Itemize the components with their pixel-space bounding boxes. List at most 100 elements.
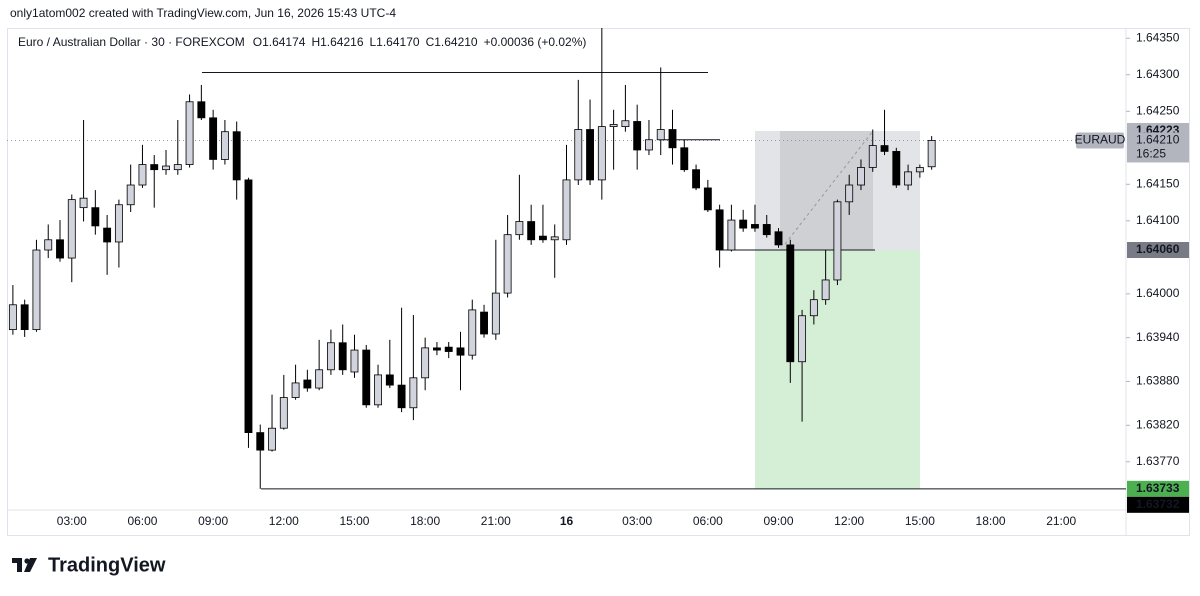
legend-high: H1.64216 <box>311 35 363 49</box>
candle-body <box>550 236 559 241</box>
candle-body <box>798 315 807 363</box>
candle-body <box>857 167 865 186</box>
x-tick-label: 09:00 <box>764 514 794 528</box>
price-badge <box>1127 242 1189 259</box>
candle-body <box>809 299 818 317</box>
price-badge <box>1127 480 1189 497</box>
candle-body <box>727 219 736 251</box>
candle-body <box>715 209 724 251</box>
candle-body <box>56 239 64 259</box>
candle-body <box>44 239 53 251</box>
candle-body <box>409 377 418 409</box>
candle-body <box>444 346 453 352</box>
y-tick-label: 1.64250 <box>1136 103 1180 117</box>
candle-body <box>833 201 842 281</box>
y-tick-label: 1.63940 <box>1136 330 1180 344</box>
legend-symbol: Euro / Australian Dollar · 30 · FOREXCOM <box>18 35 245 49</box>
candle-body <box>126 184 135 206</box>
candle-body <box>703 187 712 211</box>
candle-body <box>220 131 229 160</box>
brand-logo <box>12 558 37 572</box>
price-badge-label: 1.63732 <box>1136 497 1180 511</box>
attribution: only1atom002 created with TradingView.co… <box>10 6 396 20</box>
candle-body <box>527 221 536 241</box>
candle-body <box>762 224 771 236</box>
candle-body <box>491 292 500 335</box>
candle-body <box>268 427 276 451</box>
countdown-label: 16:25 <box>1136 147 1166 161</box>
candle-body <box>915 167 924 173</box>
candle-body <box>692 169 701 189</box>
candle-body <box>480 311 488 335</box>
candle-body <box>904 171 913 186</box>
candle-body <box>539 235 547 241</box>
candle-body <box>374 374 382 406</box>
y-tick-label: 1.64100 <box>1136 213 1180 227</box>
x-tick-label: 16 <box>560 514 574 528</box>
last-price-badge <box>1127 132 1189 163</box>
x-tick-label: 12:00 <box>834 514 864 528</box>
logo-mark <box>12 558 22 572</box>
x-tick-label: 21:00 <box>1046 514 1076 528</box>
candle-body <box>739 219 748 229</box>
candle-body <box>880 145 889 152</box>
y-tick-label: 1.63820 <box>1136 417 1180 431</box>
candle-body <box>656 129 665 141</box>
candle-body <box>162 165 170 171</box>
candle-body <box>597 126 606 181</box>
price-badge <box>1127 496 1189 513</box>
candle-body <box>774 231 783 246</box>
candle-body <box>150 164 159 171</box>
candle-body <box>256 432 265 451</box>
x-tick-label: 03:00 <box>57 514 87 528</box>
candle-body <box>609 124 618 127</box>
candle-body <box>291 382 300 398</box>
candle-body <box>197 101 206 119</box>
candle-body <box>668 129 677 149</box>
x-tick-label: 18:00 <box>410 514 440 528</box>
symbol-badge-label: EURAUD <box>1075 133 1126 147</box>
candle-body <box>91 207 100 227</box>
legend-change: +0.00036 (+0.02%) <box>484 35 587 49</box>
candle-body <box>338 342 347 371</box>
logo-mark <box>24 558 37 572</box>
y-tick-label: 1.64300 <box>1136 67 1180 81</box>
x-tick-label: 15:00 <box>339 514 369 528</box>
candle-body <box>821 279 830 301</box>
y-tick-label: 1.64350 <box>1136 30 1180 44</box>
candle-body <box>20 304 29 331</box>
legend-open: O1.64174 <box>253 35 306 49</box>
candle-body <box>680 147 689 171</box>
y-tick-label: 1.64150 <box>1136 176 1180 190</box>
candle-body <box>421 347 430 379</box>
candle-body <box>385 374 394 386</box>
legend: Euro / Australian Dollar · 30 · FOREXCOM… <box>18 35 586 49</box>
candle-body <box>432 347 441 351</box>
candle-body <box>503 234 512 294</box>
candle-body <box>586 129 594 181</box>
candle-body <box>79 197 88 209</box>
candle-body <box>350 349 359 373</box>
candle-body <box>751 224 759 229</box>
legend-close: C1.64210 <box>426 35 478 49</box>
candle-body <box>279 397 288 429</box>
candle-body <box>927 140 936 168</box>
x-tick-label: 18:00 <box>976 514 1006 528</box>
price-badge-label: 1.64060 <box>1136 242 1180 256</box>
candle-body <box>621 120 630 127</box>
candle-body <box>185 101 194 165</box>
candle-body <box>103 227 112 243</box>
candle-body <box>645 139 653 151</box>
candle-body <box>232 131 241 181</box>
brand: TradingView <box>48 554 166 576</box>
candle-body <box>303 379 312 389</box>
candle-body <box>786 244 795 363</box>
candle-body <box>8 304 17 331</box>
candle-body <box>315 369 324 389</box>
candle-body <box>515 221 524 236</box>
plot: 1.64350 1.64300 1.64250 1.64150 1.64100 1.640… <box>7 28 1189 528</box>
y-tick-label: 1.63770 <box>1136 454 1180 468</box>
x-tick-label: 21:00 <box>481 514 511 528</box>
y-tick-label: 1.64000 <box>1136 286 1180 300</box>
